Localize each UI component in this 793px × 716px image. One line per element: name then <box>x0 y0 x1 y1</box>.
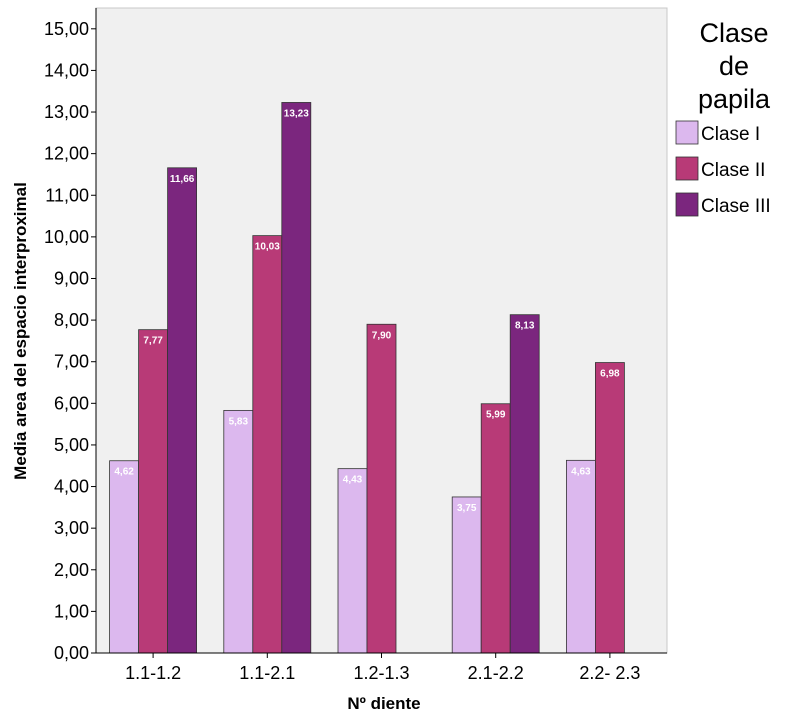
bar <box>509 314 540 654</box>
y-tick-label: 8,00 <box>54 310 89 330</box>
data-label: 6,98 <box>600 369 620 380</box>
bar <box>366 323 397 654</box>
bar <box>167 167 198 654</box>
data-label: 11,66 <box>170 174 195 185</box>
data-label: 4,62 <box>114 467 134 478</box>
bar <box>451 496 482 654</box>
data-label: 3,75 <box>457 503 477 514</box>
data-label: 4,43 <box>343 475 363 486</box>
y-axis-title: Media area del espacio interproximal <box>11 182 30 480</box>
y-axis-ticks: 0,00 1,00 2,00 3,00 4,00 5,00 6,00 7,00 8,00 9,00… <box>44 19 96 663</box>
y-tick-label: 0,00 <box>54 643 89 663</box>
legend-items: Clase I Clase II Clase III <box>675 120 771 217</box>
data-label: 10,03 <box>255 242 280 253</box>
y-tick-label: 7,00 <box>54 352 89 372</box>
bars <box>109 102 625 654</box>
legend-label: Clase II <box>701 160 765 181</box>
y-tick-label: 12,00 <box>44 144 89 164</box>
data-label: 5,83 <box>229 416 249 427</box>
y-tick-label: 6,00 <box>54 393 89 413</box>
y-tick-label: 11,00 <box>45 185 89 205</box>
bar <box>223 409 254 654</box>
data-label: 7,90 <box>372 330 392 341</box>
y-tick-label: 3,00 <box>54 518 89 538</box>
data-label: 7,77 <box>143 336 163 347</box>
y-tick-label: 13,00 <box>44 102 89 122</box>
legend-title-line-1: Clase <box>699 18 768 48</box>
legend-label: Clase III <box>701 196 771 217</box>
legend-title-line-3: papila <box>698 84 771 114</box>
bar <box>337 468 368 654</box>
legend-title-line-2: de <box>719 51 749 81</box>
bar <box>595 362 625 654</box>
x-tick-label: 2.2- 2.3 <box>579 663 640 683</box>
y-tick-label: 1,00 <box>54 601 89 621</box>
y-tick-label: 5,00 <box>54 435 89 455</box>
x-tick-label: 1.2-1.3 <box>353 663 409 683</box>
legend-swatch <box>675 192 699 217</box>
data-label: 13,23 <box>284 108 309 119</box>
data-labels: 4,62 7,77 11,66 5,83 10,03 13,23 4,43 7,90 3,75 5… <box>114 108 620 513</box>
legend-label: Clase I <box>701 124 760 145</box>
x-tick-label: 2.1-2.2 <box>468 663 524 683</box>
bar <box>138 329 169 654</box>
bar <box>480 403 511 654</box>
data-label: 8,13 <box>515 321 535 332</box>
data-label: 4,63 <box>571 466 591 477</box>
y-tick-label: 14,00 <box>44 60 89 80</box>
bar <box>109 460 139 654</box>
legend: Clase de papila Clase I Clase II Clase III <box>675 18 771 217</box>
y-tick-label: 10,00 <box>44 227 89 247</box>
bar <box>566 459 596 654</box>
x-tick-label: 1.1-2.1 <box>239 663 295 683</box>
legend-swatch <box>675 120 699 145</box>
bar <box>252 235 283 654</box>
x-axis-ticks: 1.1-1.2 1.1-2.1 1.2-1.3 2.1-2.2 2.2- 2.3 <box>125 653 640 683</box>
x-tick-label: 1.1-1.2 <box>125 663 181 683</box>
y-tick-label: 2,00 <box>54 560 89 580</box>
y-tick-label: 9,00 <box>54 268 89 288</box>
bar <box>281 102 312 654</box>
y-tick-label: 4,00 <box>54 477 89 497</box>
x-axis-title: Nº diente <box>347 694 420 713</box>
data-label: 5,99 <box>486 410 506 421</box>
legend-swatch <box>675 156 699 181</box>
y-tick-label: 15,00 <box>44 19 89 39</box>
